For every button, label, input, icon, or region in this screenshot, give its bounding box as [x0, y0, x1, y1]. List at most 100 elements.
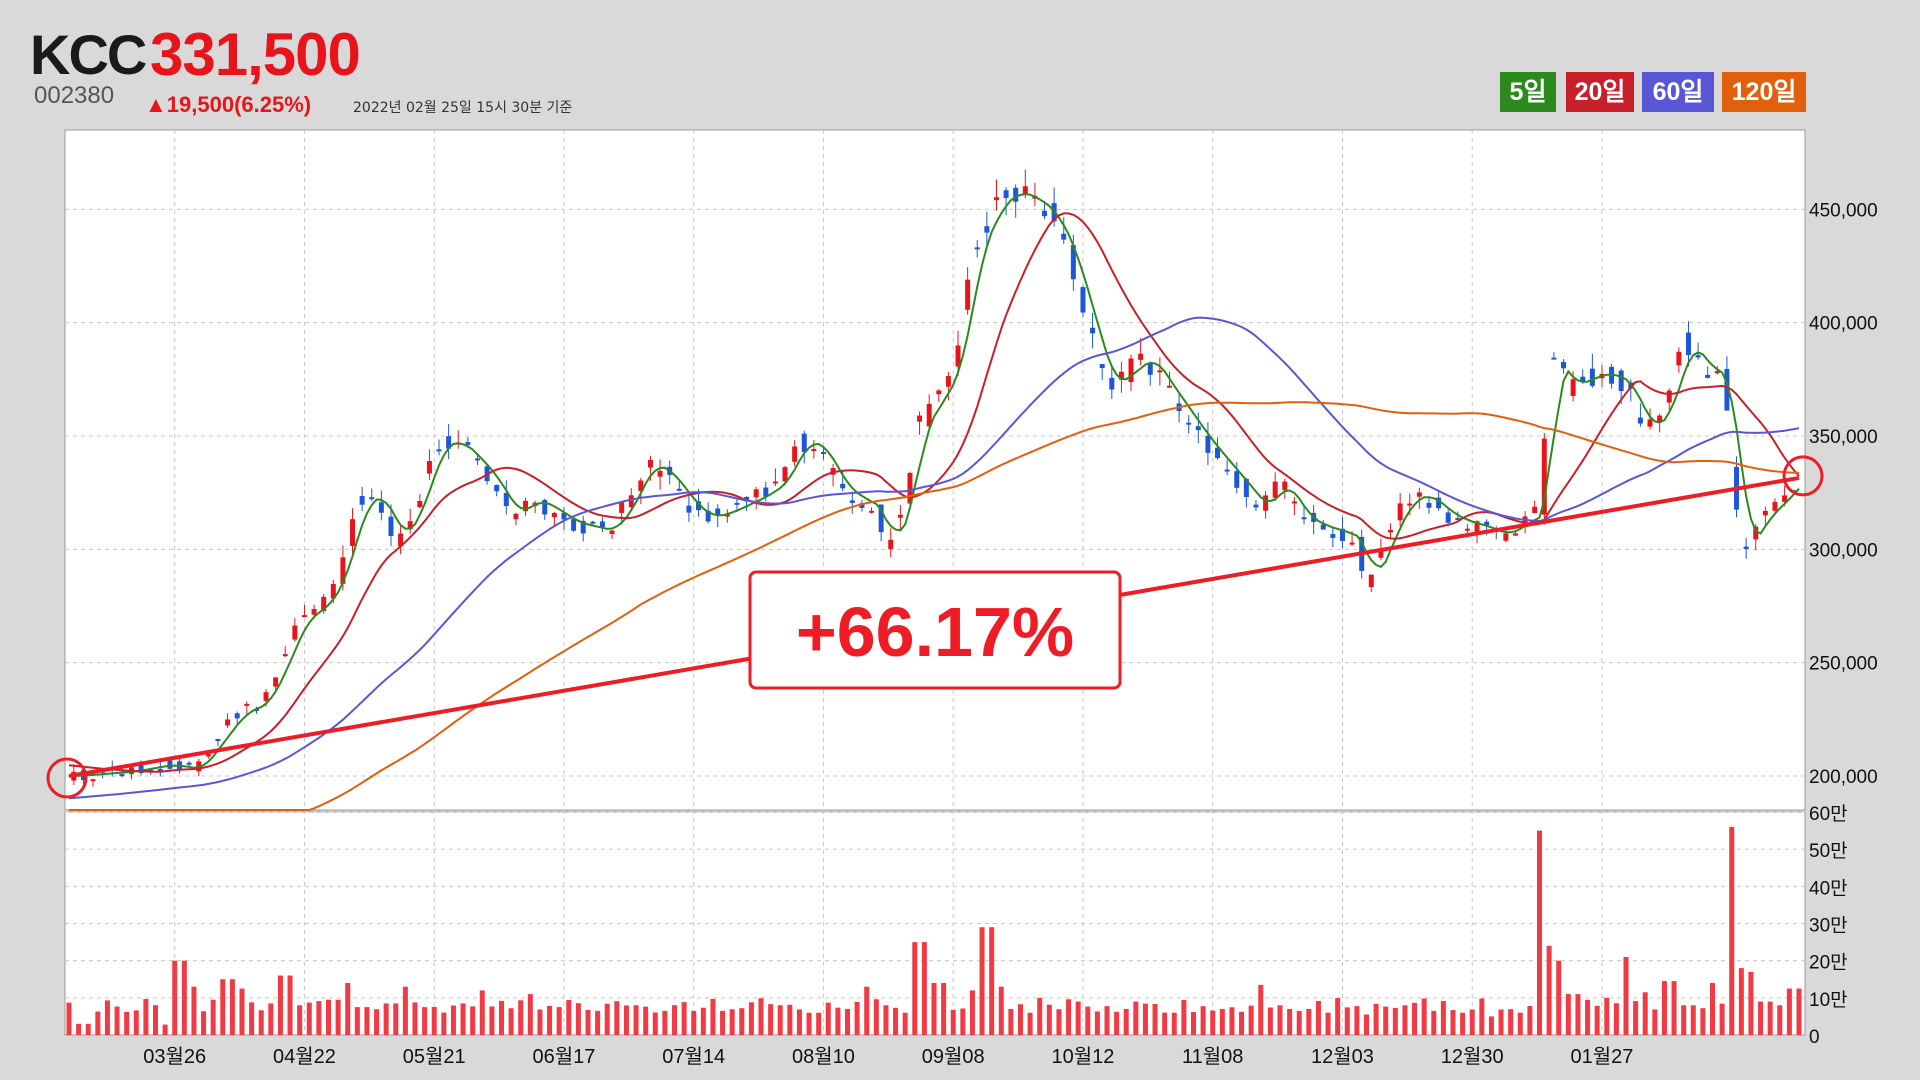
volume-bar [124, 1011, 130, 1035]
candle-body [263, 692, 269, 701]
candle-body [301, 615, 307, 618]
candle-body [1090, 327, 1096, 334]
volume-bar [1460, 1012, 1466, 1035]
candle-body [1301, 517, 1307, 520]
volume-bar [796, 1009, 802, 1035]
volume-bar [277, 975, 283, 1035]
volume-bar [1075, 1001, 1081, 1035]
price-change: ▲19,500(6.25%) [145, 92, 312, 117]
candle-body [1339, 528, 1345, 542]
candle-body [926, 403, 932, 427]
candle-body [1407, 503, 1413, 506]
volume-bar [979, 927, 985, 1035]
candle-body [1388, 529, 1394, 533]
volume-bar [883, 1005, 889, 1035]
volume-bar [1046, 1004, 1052, 1035]
stock-code: 002380 [34, 82, 115, 109]
ma60-line [68, 316, 1800, 800]
candle-body [378, 502, 384, 513]
candle-body [1426, 502, 1432, 508]
candle-body [686, 505, 692, 513]
volume-bar [864, 986, 870, 1035]
volume-bar [114, 1006, 120, 1035]
volume-bar [691, 1010, 697, 1035]
candle-body [965, 279, 971, 310]
price-tick-label: 450,000 [1809, 200, 1878, 221]
candle-body [1637, 417, 1643, 424]
volume-bar [931, 982, 937, 1035]
candle-body [1657, 415, 1663, 422]
candle-body [1080, 287, 1086, 313]
candle-body [1061, 233, 1067, 240]
candle-body [1551, 357, 1557, 360]
volume-bar [1066, 999, 1072, 1035]
candle-body [1445, 512, 1451, 523]
volume-bar [787, 1004, 793, 1035]
volume-bar [85, 1023, 91, 1035]
volume-bar [652, 1012, 658, 1035]
candle-body [1272, 481, 1278, 498]
candle-body [1484, 521, 1490, 526]
volume-bar [162, 1024, 168, 1035]
volume-bar [1661, 981, 1667, 1035]
volume-bar [1085, 1006, 1091, 1035]
current-price: 331,500 [150, 21, 361, 88]
candle-body [1243, 478, 1249, 498]
candle-body [474, 458, 480, 461]
ticker-name: KCC [30, 23, 147, 86]
candle-body [984, 226, 990, 233]
candle-body [820, 451, 826, 454]
candle-body [398, 533, 404, 547]
volume-bar [1508, 1009, 1514, 1035]
volume-bar [201, 1011, 207, 1035]
volume-bar [1479, 998, 1485, 1035]
date-tick-label: 01월27 [1571, 1045, 1634, 1068]
candle-body [225, 719, 231, 726]
candle-body [157, 769, 163, 772]
volume-bar [1133, 1001, 1139, 1035]
volume-bar [1114, 1011, 1120, 1035]
date-tick-label: 03월26 [143, 1045, 206, 1068]
candle-body [321, 596, 327, 611]
volume-bar [1392, 1007, 1398, 1035]
candle-body [1109, 377, 1115, 390]
volume-bar [1671, 981, 1677, 1035]
volume-bar [412, 1002, 418, 1035]
candle-body [1666, 390, 1672, 403]
volume-bar [1267, 1007, 1273, 1035]
volume-tick-label: 30만 [1809, 915, 1848, 937]
candle-body [1762, 510, 1768, 516]
candle-body [849, 500, 855, 503]
volume-bar [1738, 968, 1744, 1035]
candle-body [917, 415, 923, 422]
volume-bar [556, 1007, 562, 1035]
volume-bar [1104, 1006, 1110, 1035]
volume-bar [662, 1010, 668, 1035]
volume-tick-label: 0 [1809, 1027, 1820, 1048]
candle-body [1782, 495, 1788, 502]
volume-bar [153, 1005, 158, 1035]
volume-bar [729, 1009, 735, 1035]
volume-bar [989, 927, 995, 1035]
volume-bar [229, 979, 235, 1035]
candle-body [993, 197, 999, 201]
volume-bar [143, 999, 149, 1035]
volume-bar [1623, 956, 1629, 1035]
candle-body [1378, 550, 1384, 558]
candle-body [763, 487, 769, 497]
candle-body [359, 495, 365, 505]
volume-bar [960, 1008, 966, 1035]
candle-body [273, 677, 279, 687]
volume-bar [354, 1007, 360, 1035]
volume-bar [1383, 1006, 1389, 1035]
volume-bar [547, 1005, 553, 1035]
volume-tick-label: 20만 [1809, 952, 1848, 974]
volume-bar [1681, 1005, 1687, 1035]
volume-bar [239, 988, 245, 1035]
end-marker-circle [1782, 455, 1824, 497]
candle-body [705, 510, 711, 522]
volume-bar [604, 1003, 610, 1035]
candle-body [167, 760, 173, 769]
start-marker-circle [46, 757, 88, 799]
candle-body [1349, 542, 1355, 545]
